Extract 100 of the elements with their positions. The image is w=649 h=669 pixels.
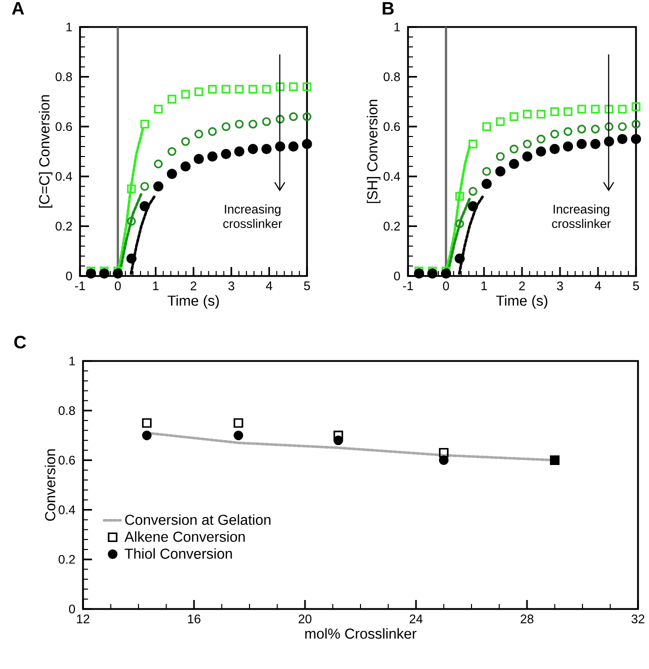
y-tick-label: 0.8 bbox=[58, 406, 75, 416]
point bbox=[168, 147, 176, 156]
point bbox=[550, 130, 560, 138]
legend-label: Conversion at Gelation bbox=[125, 514, 270, 525]
point bbox=[496, 117, 505, 126]
point bbox=[632, 120, 640, 128]
x-tick-label: 4 bbox=[594, 282, 602, 290]
legend-label: Alkene Conversion bbox=[124, 531, 245, 542]
point bbox=[261, 144, 272, 154]
x-tick-label: -1 bbox=[75, 282, 85, 290]
x-tick-label: 32 bbox=[632, 614, 644, 624]
point bbox=[262, 84, 271, 94]
point bbox=[234, 418, 244, 428]
x-tick-label: 20 bbox=[298, 614, 312, 624]
point bbox=[482, 178, 492, 189]
point bbox=[438, 455, 449, 465]
chart-title: B bbox=[382, 2, 394, 14]
y-tick-label: 1 bbox=[394, 22, 400, 32]
point bbox=[536, 110, 546, 119]
x-tick-label: 3 bbox=[557, 282, 563, 290]
x-tick-label: 12 bbox=[77, 614, 90, 624]
point bbox=[618, 122, 627, 131]
point bbox=[142, 418, 152, 428]
y-tick-label: 0.2 bbox=[384, 222, 400, 231]
x-axis-title: Time (s) bbox=[168, 295, 219, 309]
point bbox=[234, 120, 244, 128]
point bbox=[414, 268, 424, 279]
point bbox=[234, 146, 244, 157]
point bbox=[220, 148, 232, 160]
annotation: Increasing crosslinker bbox=[552, 204, 611, 228]
point bbox=[248, 120, 258, 128]
point bbox=[334, 430, 344, 440]
point bbox=[168, 94, 176, 104]
y-tick-label: 0.8 bbox=[384, 72, 400, 82]
y-tick-label: 0.6 bbox=[384, 122, 400, 132]
point bbox=[508, 158, 520, 170]
point bbox=[288, 141, 298, 152]
point bbox=[276, 82, 285, 92]
y-axis-title: [SH] Conversion bbox=[366, 100, 380, 204]
point bbox=[495, 166, 506, 177]
x-axis-title: Time (s) bbox=[496, 295, 548, 309]
y-tick-label: 0.2 bbox=[58, 554, 75, 564]
point bbox=[181, 90, 190, 99]
point bbox=[482, 167, 492, 176]
point bbox=[522, 151, 532, 162]
point bbox=[140, 182, 150, 191]
chart-title: C bbox=[14, 336, 26, 348]
y-axis-title: [C=C] Conversion bbox=[38, 95, 52, 208]
x-tick-label: 0 bbox=[114, 282, 121, 290]
point bbox=[194, 130, 204, 138]
point bbox=[276, 114, 285, 124]
x-tick-label: 24 bbox=[410, 614, 423, 624]
point bbox=[427, 268, 438, 279]
point bbox=[99, 268, 110, 279]
point bbox=[455, 192, 464, 201]
point bbox=[577, 104, 586, 114]
point bbox=[536, 134, 546, 144]
point bbox=[618, 104, 627, 114]
point bbox=[180, 161, 191, 172]
point bbox=[590, 104, 600, 114]
chart-title: A bbox=[12, 2, 24, 14]
point bbox=[468, 140, 478, 148]
point bbox=[536, 146, 546, 157]
point bbox=[181, 137, 190, 146]
point bbox=[468, 186, 478, 196]
x-tick-label: -1 bbox=[403, 282, 413, 290]
point bbox=[262, 117, 271, 126]
x-tick-label: 0 bbox=[443, 282, 449, 290]
point bbox=[140, 201, 150, 212]
point bbox=[153, 181, 164, 192]
point bbox=[154, 104, 163, 114]
x-tick-label: 16 bbox=[188, 614, 200, 624]
point bbox=[208, 84, 217, 94]
point bbox=[577, 124, 586, 134]
x-tick-label: 1 bbox=[153, 282, 159, 290]
x-tick-label: 5 bbox=[633, 282, 639, 290]
point bbox=[234, 84, 244, 94]
point bbox=[455, 219, 464, 228]
point bbox=[440, 268, 452, 279]
y-tick-label: 0.8 bbox=[56, 72, 72, 82]
point bbox=[302, 112, 312, 122]
point bbox=[496, 152, 505, 161]
x-tick-label: 28 bbox=[520, 614, 534, 624]
point bbox=[166, 168, 178, 179]
point bbox=[222, 122, 230, 131]
point bbox=[454, 253, 465, 264]
x-tick-label: 2 bbox=[519, 282, 525, 290]
point bbox=[468, 201, 478, 212]
y-tick-label: 0.6 bbox=[56, 122, 72, 132]
point bbox=[208, 127, 217, 136]
y-tick-label: 0 bbox=[66, 272, 72, 280]
point bbox=[127, 184, 136, 194]
point bbox=[194, 154, 204, 164]
point bbox=[438, 448, 449, 458]
legend-label: Thiol Conversion bbox=[124, 548, 232, 559]
point bbox=[126, 253, 137, 264]
x-tick-label: 1 bbox=[481, 282, 487, 290]
point bbox=[590, 124, 600, 134]
point bbox=[234, 430, 244, 440]
point bbox=[86, 268, 96, 279]
